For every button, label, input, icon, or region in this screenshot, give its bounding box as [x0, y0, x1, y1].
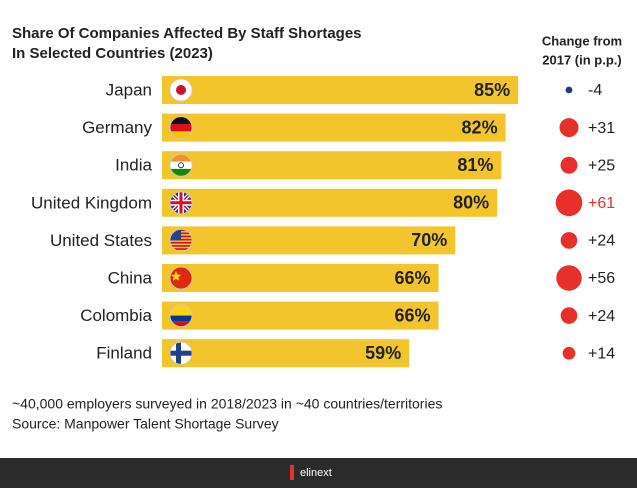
flag-part [170, 123, 192, 132]
value-label: 59% [365, 343, 401, 363]
value-label: 66% [395, 268, 431, 288]
flag [170, 116, 192, 139]
flag-part [170, 304, 192, 316]
bar [162, 76, 519, 104]
change-label: +24 [588, 308, 615, 325]
change-dot [565, 86, 573, 94]
source: Source: Manpower Talent Shortage Survey [12, 416, 279, 432]
flag-border [169, 153, 193, 177]
flag-part [178, 162, 184, 169]
footer-band [0, 458, 637, 488]
change-label: +61 [588, 195, 615, 212]
change-label: -4 [588, 82, 602, 99]
flag-part [170, 321, 192, 327]
bar [162, 113, 506, 142]
bar [162, 226, 456, 255]
value-label: 70% [411, 230, 447, 250]
flag-part [170, 168, 192, 177]
category-label: China [108, 268, 153, 287]
flag-part [170, 229, 181, 241]
flag-part [176, 342, 181, 365]
bar [162, 264, 439, 292]
flag-border [169, 228, 193, 252]
flag [170, 191, 192, 214]
flag-part [170, 248, 192, 250]
flag-part [170, 161, 192, 170]
flag-part [170, 245, 192, 247]
bar [162, 339, 410, 368]
value-label: 81% [457, 155, 493, 175]
category-label: Japan [106, 80, 152, 99]
value-label: 85% [474, 80, 510, 100]
flag-part [170, 131, 192, 139]
flag-border [169, 341, 193, 365]
logo-mark [290, 465, 294, 480]
flag-part [170, 241, 192, 244]
flag-part [170, 271, 182, 281]
chart-title: In Selected Countries (2023) [12, 45, 213, 62]
flag [170, 229, 192, 250]
flag-part [170, 191, 192, 214]
value-label: 82% [462, 117, 498, 137]
flag-border [169, 78, 193, 102]
footer-logo: elinext [300, 467, 332, 479]
flag-border [169, 266, 193, 290]
bar [162, 301, 439, 330]
flag-border [169, 116, 193, 139]
flag-part [170, 116, 192, 125]
flag [170, 267, 192, 289]
category-label: United States [50, 231, 152, 250]
value-label: 66% [395, 305, 431, 325]
category-label: Finland [96, 344, 152, 363]
change-title: Change from [542, 33, 622, 48]
change-label: +56 [588, 270, 615, 287]
change-dot [560, 307, 578, 324]
change-dot [560, 156, 578, 174]
category-label: United Kingdom [31, 193, 152, 212]
change-label: +24 [588, 233, 615, 250]
flag-part [170, 154, 192, 163]
chart-title: Share Of Companies Affected By Staff Sho… [12, 25, 362, 42]
change-dot [556, 265, 582, 291]
flag-border [169, 191, 193, 215]
flag [170, 342, 192, 365]
flag-part [176, 85, 186, 95]
note: ~40,000 employers surveyed in 2018/2023 … [12, 396, 442, 412]
flag [170, 79, 192, 101]
flag-border [169, 304, 193, 328]
change-dot [559, 118, 579, 138]
change-label: +31 [588, 120, 615, 137]
change-label: +14 [588, 345, 615, 362]
flag [170, 304, 192, 327]
change-dot [560, 232, 578, 249]
flag-part [170, 315, 192, 322]
change-label: +25 [588, 157, 615, 174]
value-label: 80% [453, 193, 489, 213]
bar [162, 188, 498, 217]
bar [162, 151, 502, 180]
category-label: India [115, 156, 152, 175]
change-dot [562, 346, 576, 360]
category-label: Colombia [80, 306, 152, 325]
change-title: 2017 (in p.p.) [542, 52, 621, 67]
flag [170, 154, 192, 177]
category-label: Germany [82, 118, 152, 137]
change-dot [555, 189, 583, 217]
